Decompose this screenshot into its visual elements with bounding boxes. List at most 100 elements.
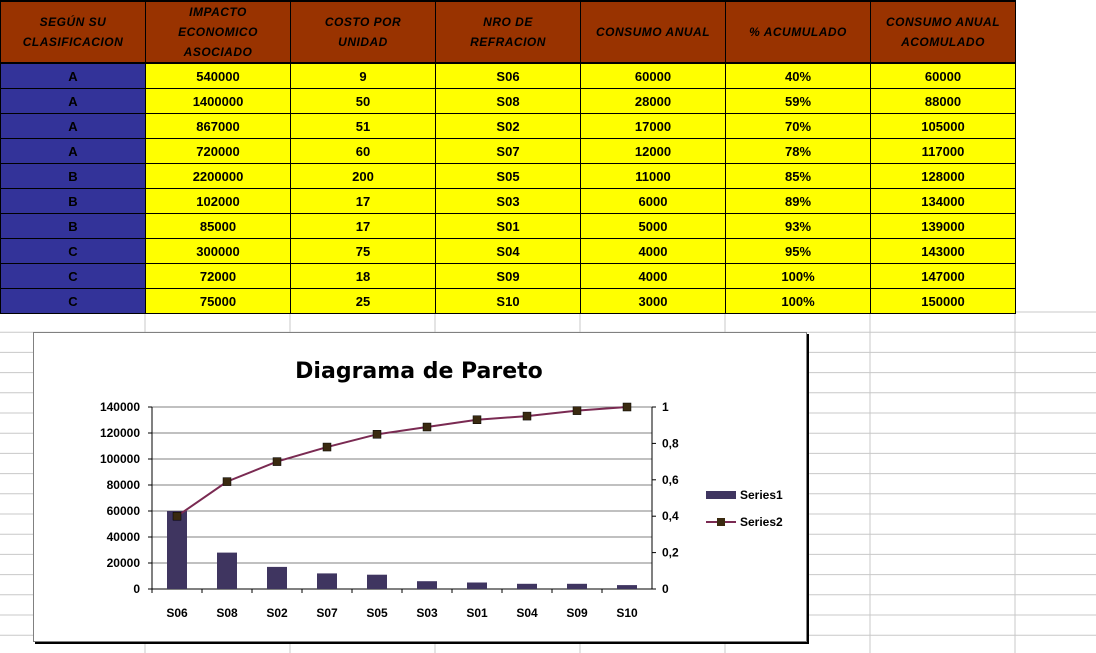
value-cell[interactable]: 72000 xyxy=(145,263,291,289)
bar[interactable] xyxy=(317,573,337,589)
series2-marker[interactable] xyxy=(422,422,432,432)
bar[interactable] xyxy=(167,511,187,589)
value-cell[interactable]: 9 xyxy=(290,62,436,89)
header-cell[interactable]: CONSUMO ANUAL xyxy=(580,0,726,64)
value-cell[interactable]: 60000 xyxy=(870,62,1016,89)
value-cell[interactable]: 100% xyxy=(725,288,871,314)
value-cell[interactable]: 2200000 xyxy=(145,163,291,189)
header-cell[interactable]: COSTO POR UNIDAD xyxy=(290,0,436,64)
value-cell[interactable]: 40% xyxy=(725,62,871,89)
series2-marker[interactable] xyxy=(322,442,332,452)
value-cell[interactable]: 867000 xyxy=(145,113,291,139)
value-cell[interactable]: 147000 xyxy=(870,263,1016,289)
value-cell[interactable]: 5000 xyxy=(580,213,726,239)
value-cell[interactable]: S10 xyxy=(435,288,581,314)
header-cell[interactable]: IMPACTO ECONOMICO ASOCIADO xyxy=(145,0,291,64)
value-cell[interactable]: 95% xyxy=(725,238,871,264)
value-cell[interactable]: 105000 xyxy=(870,113,1016,139)
value-cell[interactable]: 88000 xyxy=(870,88,1016,114)
header-cell[interactable]: NRO DE REFRACION xyxy=(435,0,581,64)
value-cell[interactable]: 85% xyxy=(725,163,871,189)
value-cell[interactable]: 60000 xyxy=(580,62,726,89)
value-cell[interactable]: S01 xyxy=(435,213,581,239)
classification-cell[interactable]: C xyxy=(0,238,146,264)
value-cell[interactable]: 540000 xyxy=(145,62,291,89)
value-cell[interactable]: 128000 xyxy=(870,163,1016,189)
value-cell[interactable]: 200 xyxy=(290,163,436,189)
value-cell[interactable]: 100% xyxy=(725,263,871,289)
value-cell[interactable]: S04 xyxy=(435,238,581,264)
header-cell[interactable]: SEGÚN SU CLASIFICACION xyxy=(0,0,146,64)
value-cell[interactable]: 28000 xyxy=(580,88,726,114)
y-left-tick-label: 0 xyxy=(133,582,140,596)
value-cell[interactable]: 59% xyxy=(725,88,871,114)
bar[interactable] xyxy=(417,581,437,589)
classification-cell[interactable]: B xyxy=(0,213,146,239)
series2-marker[interactable] xyxy=(572,406,582,415)
classification-cell[interactable]: B xyxy=(0,188,146,214)
bar[interactable] xyxy=(217,552,237,589)
value-cell[interactable]: 75 xyxy=(290,238,436,264)
value-cell[interactable]: 17 xyxy=(290,188,436,214)
value-cell[interactable]: S03 xyxy=(435,188,581,214)
series2-marker[interactable] xyxy=(172,511,182,521)
value-cell[interactable]: 4000 xyxy=(580,263,726,289)
value-cell[interactable]: 143000 xyxy=(870,238,1016,264)
value-cell[interactable]: 17 xyxy=(290,213,436,239)
value-cell[interactable]: S09 xyxy=(435,263,581,289)
value-cell[interactable]: 89% xyxy=(725,188,871,214)
value-cell[interactable]: 11000 xyxy=(580,163,726,189)
value-cell[interactable]: 6000 xyxy=(580,188,726,214)
series2-marker[interactable] xyxy=(222,477,232,486)
value-cell[interactable]: 93% xyxy=(725,213,871,239)
value-cell[interactable]: 117000 xyxy=(870,138,1016,164)
value-cell[interactable]: 25 xyxy=(290,288,436,314)
bar[interactable] xyxy=(267,566,287,589)
pareto-chart[interactable]: Diagrama de Pareto 0 20000 40000 60000 80000 1… xyxy=(33,332,807,642)
header-cell[interactable]: CONSUMO ANUAL ACOMULADO xyxy=(870,0,1016,64)
classification-cell[interactable]: A xyxy=(0,113,146,139)
bar[interactable] xyxy=(517,583,537,589)
value-cell[interactable]: 102000 xyxy=(145,188,291,214)
value-cell[interactable]: 134000 xyxy=(870,188,1016,214)
series2-marker[interactable] xyxy=(522,411,532,421)
bar[interactable] xyxy=(617,585,637,589)
value-cell[interactable]: 720000 xyxy=(145,138,291,164)
value-cell[interactable]: 300000 xyxy=(145,238,291,264)
series2-marker[interactable] xyxy=(272,457,282,466)
value-cell[interactable]: 12000 xyxy=(580,138,726,164)
value-cell[interactable]: 1400000 xyxy=(145,88,291,114)
value-cell[interactable]: S06 xyxy=(435,62,581,89)
header-cell[interactable]: % ACUMULADO xyxy=(725,0,871,64)
value-cell[interactable]: 139000 xyxy=(870,213,1016,239)
value-cell[interactable]: 75000 xyxy=(145,288,291,314)
value-cell[interactable]: 60 xyxy=(290,138,436,164)
value-cell[interactable]: S08 xyxy=(435,88,581,114)
series2-marker[interactable] xyxy=(622,402,632,412)
value-cell[interactable]: S07 xyxy=(435,138,581,164)
value-cell[interactable]: 18 xyxy=(290,263,436,289)
value-cell[interactable]: 4000 xyxy=(580,238,726,264)
classification-cell[interactable]: B xyxy=(0,163,146,189)
classification-cell[interactable]: A xyxy=(0,62,146,89)
y-right-tick-label: 1 xyxy=(662,400,669,414)
value-cell[interactable]: 85000 xyxy=(145,213,291,239)
value-cell[interactable]: 17000 xyxy=(580,113,726,139)
classification-cell[interactable]: C xyxy=(0,263,146,289)
value-cell[interactable]: 50 xyxy=(290,88,436,114)
bar[interactable] xyxy=(367,574,387,589)
classification-cell[interactable]: A xyxy=(0,88,146,114)
series2-marker[interactable] xyxy=(372,430,382,439)
series2-marker[interactable] xyxy=(472,415,482,424)
classification-cell[interactable]: C xyxy=(0,288,146,314)
value-cell[interactable]: 3000 xyxy=(580,288,726,314)
value-cell[interactable]: 70% xyxy=(725,113,871,139)
bar[interactable] xyxy=(567,583,587,589)
classification-cell[interactable]: A xyxy=(0,138,146,164)
value-cell[interactable]: S02 xyxy=(435,113,581,139)
value-cell[interactable]: 150000 xyxy=(870,288,1016,314)
value-cell[interactable]: 51 xyxy=(290,113,436,139)
value-cell[interactable]: 78% xyxy=(725,138,871,164)
value-cell[interactable]: S05 xyxy=(435,163,581,189)
bar[interactable] xyxy=(467,582,487,590)
